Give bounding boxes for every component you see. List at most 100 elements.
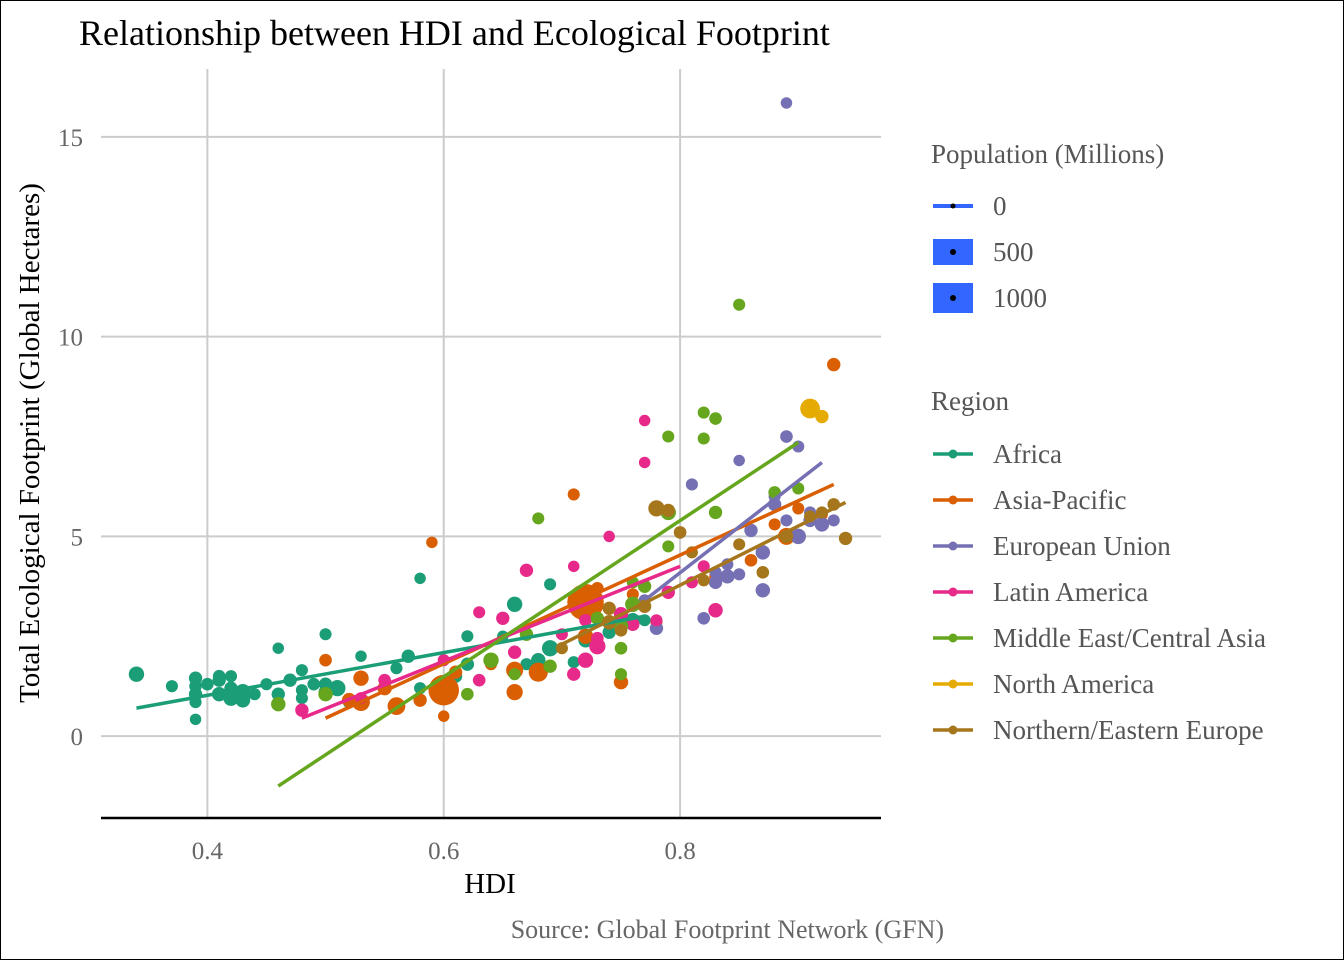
x-tick-label: 0.6	[428, 838, 459, 865]
data-point	[295, 664, 308, 677]
data-point	[212, 669, 226, 683]
size-legend-point	[950, 249, 956, 255]
region-legend-point	[948, 725, 958, 735]
data-point	[528, 662, 548, 682]
size-legend-label: 500	[993, 237, 1034, 267]
region-legend-label: North America	[993, 669, 1154, 699]
data-point	[662, 430, 675, 443]
data-point	[614, 641, 628, 655]
tick-labels: 0.4 0.6 0.8 0 5 10 15	[58, 125, 696, 865]
data-point	[577, 652, 594, 668]
data-point	[780, 97, 793, 109]
data-point	[329, 680, 346, 697]
region-legend-point	[948, 541, 958, 551]
data-point	[428, 674, 460, 706]
data-point	[790, 528, 806, 545]
data-point	[414, 572, 426, 585]
data-point	[567, 488, 580, 501]
region-legend-keys: Africa Asia-Pacific European Union Latin Am…	[933, 439, 1266, 745]
data-point	[390, 662, 403, 675]
data-point	[591, 631, 604, 645]
region-legend-label: Northern/Eastern Europe	[993, 715, 1264, 745]
data-point	[697, 611, 711, 625]
data-point	[744, 554, 758, 567]
data-point	[648, 500, 665, 517]
data-point	[673, 526, 687, 539]
source-caption: Source: Global Footprint Network (GFN)	[511, 915, 944, 944]
data-point	[626, 617, 640, 631]
data-point	[567, 656, 580, 669]
data-point	[201, 677, 214, 691]
size-legend-point	[950, 203, 956, 209]
data-point	[271, 696, 286, 712]
region-legend: Region Africa Asia-Pacific European Union L…	[931, 386, 1266, 745]
x-axis-title: HDI	[464, 868, 516, 900]
region-legend-label: Africa	[993, 439, 1062, 469]
x-tick-label: 0.4	[192, 838, 224, 865]
data-point	[590, 611, 605, 625]
data-point	[506, 684, 523, 701]
region-legend-label: European Union	[993, 531, 1171, 561]
data-point	[472, 673, 486, 687]
region-legend-point	[948, 449, 958, 459]
data-point	[223, 690, 239, 706]
trend-line	[136, 614, 645, 710]
data-point	[756, 566, 770, 579]
data-point	[532, 512, 545, 525]
data-point	[544, 578, 557, 591]
data-point	[697, 432, 710, 445]
data-point	[638, 456, 651, 469]
data-point	[519, 563, 534, 578]
data-point	[543, 659, 557, 673]
data-point	[426, 536, 438, 549]
region-legend-point	[948, 633, 958, 643]
data-point	[800, 398, 820, 419]
data-point	[709, 412, 722, 425]
data-point	[437, 710, 450, 722]
data-point	[697, 574, 710, 587]
data-point	[708, 603, 723, 618]
y-tick-label: 5	[71, 524, 84, 551]
data-point	[838, 531, 853, 546]
data-point	[720, 569, 735, 584]
data-point	[473, 606, 486, 619]
trend-line	[643, 461, 823, 602]
data-point	[685, 478, 698, 491]
data-point	[461, 687, 474, 701]
data-point	[792, 502, 805, 515]
data-point	[579, 613, 592, 627]
data-point	[815, 409, 829, 424]
data-point	[603, 530, 615, 543]
data-point	[508, 668, 521, 681]
data-point	[780, 514, 793, 527]
size-legend-label: 1000	[993, 283, 1047, 313]
size-legend-keys: 0 500 1000	[933, 191, 1047, 313]
data-point	[507, 645, 522, 659]
data-point	[708, 505, 723, 520]
y-tick-label: 0	[71, 724, 84, 751]
data-point	[827, 357, 841, 372]
region-legend-label: Middle East/Central Asia	[993, 623, 1266, 653]
region-legend-title: Region	[931, 386, 1009, 416]
data-point	[235, 692, 251, 708]
data-point	[248, 688, 261, 701]
data-point	[353, 670, 369, 686]
y-tick-label: 15	[58, 125, 83, 152]
data-point	[827, 514, 840, 527]
data-point	[661, 503, 675, 518]
data-point	[319, 628, 332, 641]
chart-title: Relationship between HDI and Ecological …	[79, 13, 830, 53]
size-legend-point	[950, 295, 956, 301]
trend-line	[324, 482, 835, 720]
data-point	[755, 545, 771, 560]
region-legend-point	[948, 495, 958, 505]
data-point	[541, 640, 559, 657]
trend-layer	[136, 441, 847, 788]
data-point	[271, 687, 285, 701]
point-layer	[128, 97, 853, 726]
data-point	[614, 623, 628, 637]
data-point	[413, 693, 427, 707]
data-point	[307, 677, 321, 691]
data-point	[520, 658, 533, 671]
region-legend-label: Asia-Pacific	[993, 485, 1126, 515]
